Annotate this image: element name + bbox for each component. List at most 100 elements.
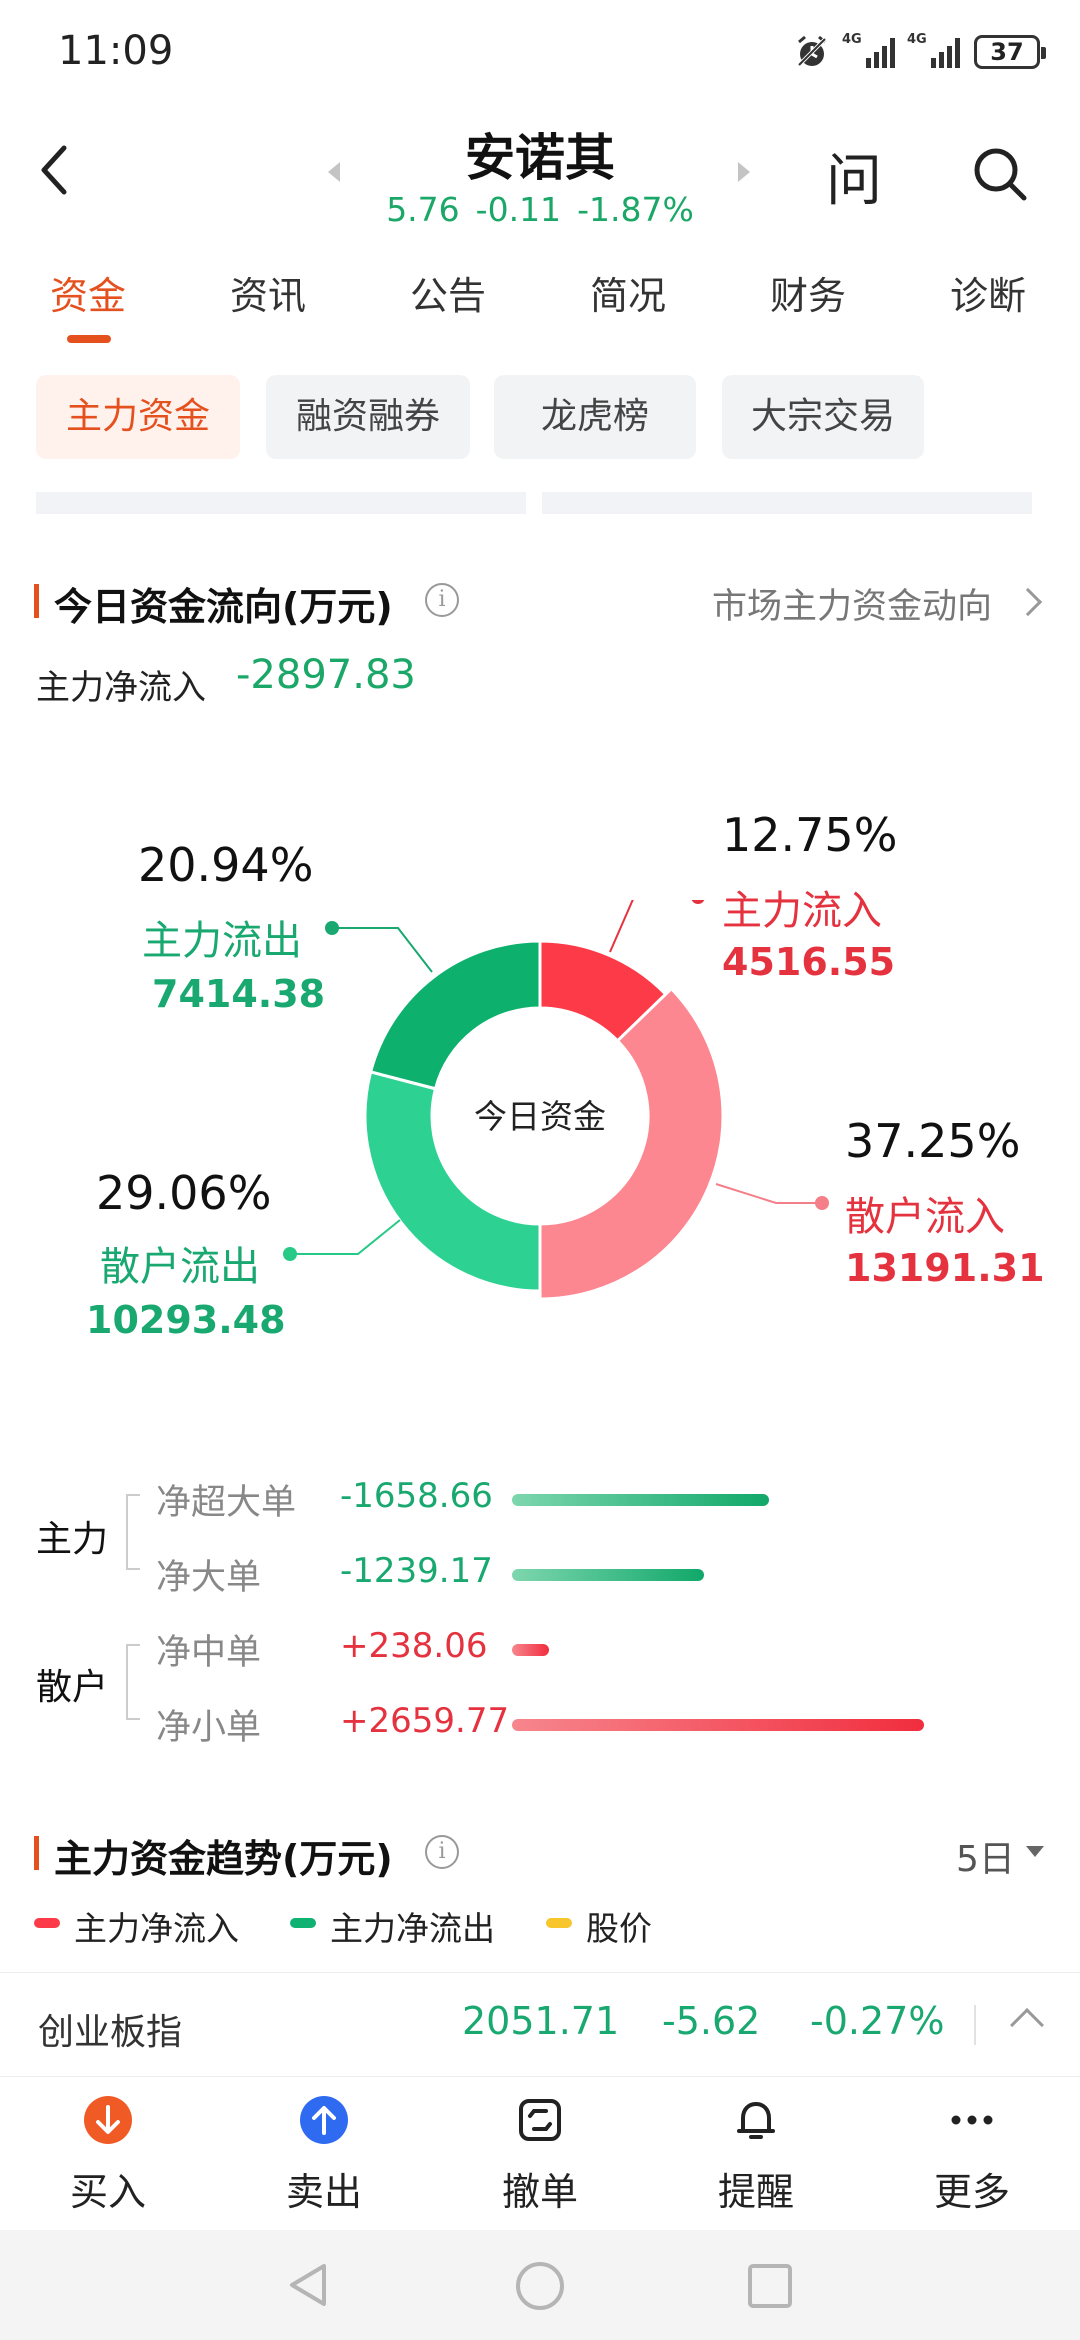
prev-stock-icon[interactable] (328, 162, 340, 182)
next-stock-icon[interactable] (738, 162, 750, 182)
divider (974, 2005, 976, 2045)
slice-label-retail-out: 散户流出 (100, 1244, 260, 1290)
tab-funds[interactable]: 资金 (50, 274, 127, 318)
tab-finance[interactable]: 财务 (770, 274, 847, 318)
stock-header: 安诺其 5.76 -0.11 -1.87% 问 (0, 100, 1080, 240)
search-icon[interactable] (970, 144, 1030, 204)
leader-line-retail-out (290, 1219, 401, 1255)
tab-profile[interactable]: 简况 (590, 274, 667, 318)
chip-main-funds[interactable]: 主力资金 (36, 375, 240, 459)
slice-label-main-out: 主力流出 (142, 918, 302, 964)
tab-diagnosis[interactable]: 诊断 (950, 274, 1027, 318)
order-row-label: 净中单 (156, 1633, 262, 1673)
leader-dot-main-in (691, 900, 705, 904)
group-retail-label: 散户 (36, 1667, 109, 1708)
legend-swatch-inflow (34, 1918, 60, 1928)
stock-price: 5.76 (386, 190, 460, 229)
sell-button[interactable]: 卖出 (234, 2077, 414, 2231)
slice-pct-retail-out: 29.06% (96, 1166, 272, 1220)
chip-block-trade[interactable]: 大宗交易 (722, 375, 924, 459)
alarm-icon (796, 35, 828, 68)
index-value: 2051.71 (462, 1999, 620, 2043)
ask-button[interactable]: 问 (826, 149, 882, 214)
chevron-up-icon[interactable] (1010, 2008, 1044, 2042)
legend-inflow: 主力净流入 (74, 1909, 239, 1948)
legend-swatch-price (546, 1918, 572, 1928)
order-row-value: -1658.66 (340, 1476, 493, 1516)
info-icon[interactable]: i (425, 1835, 459, 1869)
order-row-value: +238.06 (340, 1626, 488, 1666)
order-bar (512, 1719, 924, 1731)
donut-slice-retail-out (363, 1070, 542, 1293)
donut-slice-retail-in (538, 986, 725, 1301)
group-main-bracket (126, 1494, 140, 1570)
buy-button[interactable]: 买入 (18, 2077, 198, 2231)
legend-outflow: 主力净流出 (330, 1909, 495, 1948)
group-main-label: 主力 (36, 1519, 109, 1560)
order-row-label: 净超大单 (156, 1483, 297, 1523)
chip-dragon-tiger[interactable]: 龙虎榜 (494, 375, 696, 459)
section-marker (34, 1836, 39, 1870)
index-ticker-bar[interactable]: 创业板指 2051.71 -5.62 -0.27% (0, 1972, 1080, 2076)
order-row-label: 净小单 (156, 1708, 262, 1748)
bottom-action-bar: 买入 卖出 撤单 提醒 更多 (0, 2076, 1080, 2230)
flow-title: 今日资金流向(万元) (54, 585, 393, 629)
card-stub (36, 492, 526, 514)
info-icon[interactable]: i (425, 583, 459, 617)
order-bar (512, 1644, 549, 1656)
chevron-down-icon[interactable] (1026, 1846, 1044, 1857)
index-change-pct: -0.27% (810, 1999, 945, 2043)
more-button[interactable]: 更多 (882, 2077, 1062, 2231)
cancel-order-icon (519, 2099, 561, 2141)
order-row-value: -1239.17 (340, 1551, 493, 1591)
leader-dot-retail-out (283, 1247, 297, 1261)
slice-pct-retail-in: 37.25% (845, 1114, 1021, 1168)
order-row-value: +2659.77 (340, 1701, 510, 1741)
status-time: 11:09 (58, 28, 174, 74)
leader-line-main-in (609, 900, 634, 953)
tab-announcements[interactable]: 公告 (410, 274, 487, 318)
donut-center-label: 今日资金 (474, 1097, 606, 1136)
slice-label-retail-in: 散户流入 (845, 1194, 1005, 1240)
slice-value-retail-out: 10293.48 (86, 1298, 286, 1342)
stock-name: 安诺其 (465, 129, 615, 187)
more-dots-icon (951, 2115, 993, 2125)
tab-underline (67, 335, 111, 343)
net-inflow-label: 主力净流入 (36, 668, 206, 708)
net-inflow-value: -2897.83 (236, 652, 416, 698)
nav-home-icon[interactable] (514, 2260, 566, 2312)
tab-news[interactable]: 资讯 (230, 274, 307, 318)
leader-line-main-out (332, 927, 433, 973)
order-row-label: 净大单 (156, 1558, 262, 1598)
group-retail-bracket (126, 1644, 140, 1720)
signal-icon-2: 4G (907, 32, 960, 68)
alert-button[interactable]: 提醒 (666, 2077, 846, 2231)
cancel-order-button[interactable]: 撤单 (450, 2077, 630, 2231)
slice-value-retail-in: 13191.31 (845, 1246, 1045, 1290)
index-change: -5.62 (662, 1999, 761, 2043)
nav-back-icon[interactable] (284, 2260, 334, 2310)
leader-dot-retail-in (815, 1196, 829, 1210)
chevron-right-icon[interactable] (1013, 587, 1043, 617)
stock-change-pct: -1.87% (577, 190, 694, 229)
slice-pct-main-in: 12.75% (722, 808, 898, 862)
leader-line-retail-in (715, 1183, 822, 1204)
main-tabs: 资金 资讯 公告 简况 财务 诊断 (0, 255, 1080, 345)
chip-margin[interactable]: 融资融券 (266, 375, 470, 459)
back-arrow-icon[interactable] (30, 140, 80, 200)
slice-value-main-in: 4516.55 (722, 940, 896, 984)
period-select[interactable]: 5日 (956, 1839, 1015, 1880)
slice-label-main-in: 主力流入 (722, 888, 882, 934)
battery-icon: 37 (974, 35, 1046, 69)
signal-icon-1: 4G (842, 32, 895, 68)
system-nav-bar (0, 2230, 1080, 2340)
bell-icon (737, 2102, 775, 2139)
status-bar: 11:09 4G 4G 37 (0, 0, 1080, 100)
card-stub (542, 492, 1032, 514)
index-name: 创业板指 (38, 2012, 183, 2053)
nav-recents-icon[interactable] (746, 2262, 794, 2310)
trend-title: 主力资金趋势(万元) (54, 1837, 393, 1881)
stock-change: -0.11 (475, 190, 562, 229)
sell-icon (300, 2096, 348, 2144)
market-flow-link[interactable]: 市场主力资金动向 (712, 587, 993, 627)
